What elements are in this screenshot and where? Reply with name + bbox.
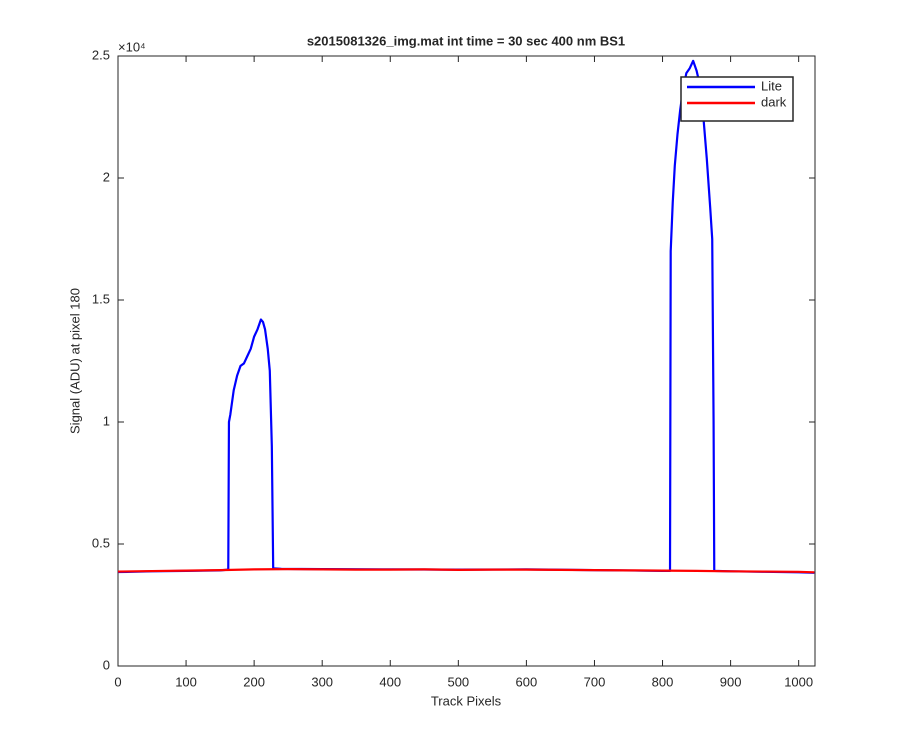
y-tick-label: 1.5	[92, 291, 110, 306]
x-tick-label: 300	[311, 674, 333, 689]
x-tick-label: 500	[447, 674, 469, 689]
y-multiplier: ×10⁴	[118, 39, 146, 54]
y-tick-label: 2	[103, 169, 110, 184]
x-tick-label: 200	[243, 674, 265, 689]
y-tick-label: 1	[103, 413, 110, 428]
plot-area	[117, 55, 816, 667]
y-tick-label: 0	[103, 657, 110, 672]
x-tick-label: 700	[584, 674, 606, 689]
x-tick-label: 0	[114, 674, 121, 689]
chart-title: s2015081326_img.mat int time = 30 sec 40…	[307, 33, 625, 48]
legend-label: dark	[761, 94, 787, 109]
x-tick-label: 600	[516, 674, 538, 689]
series-line	[117, 568, 815, 574]
y-tick-label: 2.5	[92, 47, 110, 62]
legend-box	[680, 76, 794, 122]
y-axis-label: Signal (ADU) at pixel 180	[67, 288, 82, 434]
x-tick-label: 800	[652, 674, 674, 689]
x-tick-label: 400	[379, 674, 401, 689]
y-tick-label: 0.5	[92, 535, 110, 550]
legend-label: Lite	[761, 78, 782, 93]
x-axis-label: Track Pixels	[431, 693, 502, 708]
x-tick-label: 100	[175, 674, 197, 689]
x-tick-label: 1000	[784, 674, 813, 689]
x-tick-label: 900	[720, 674, 742, 689]
